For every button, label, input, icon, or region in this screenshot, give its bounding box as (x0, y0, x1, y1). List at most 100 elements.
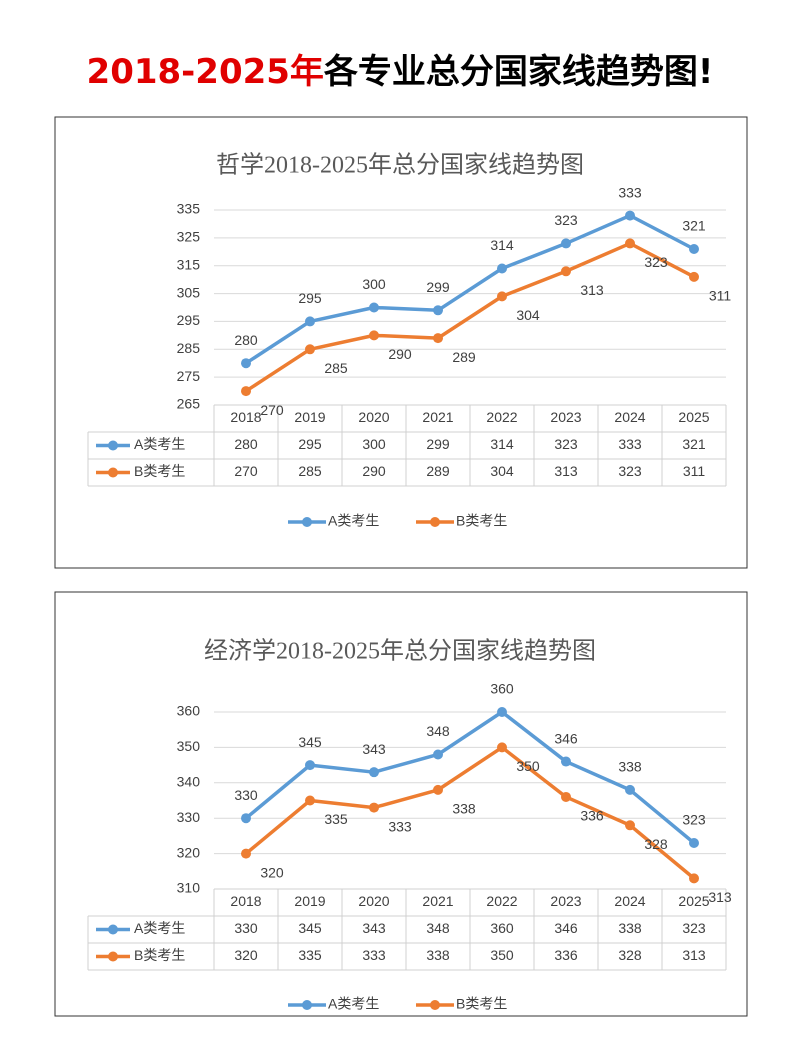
y-tick-label: 350 (177, 738, 201, 754)
table-cell: 289 (426, 463, 450, 479)
data-label: 348 (426, 723, 450, 739)
data-point (625, 784, 635, 795)
y-tick-label: 295 (177, 312, 201, 328)
x-tick-label: 2018 (230, 893, 261, 909)
table-cell: 338 (618, 920, 642, 936)
data-point (433, 784, 443, 795)
data-point (561, 756, 571, 767)
table-cell: 311 (683, 463, 706, 479)
legend-key (302, 517, 312, 527)
y-tick-label: 265 (177, 396, 201, 412)
data-label: 280 (234, 332, 258, 348)
data-label: 321 (682, 218, 706, 234)
title-highlight: 2018-2025年 (86, 52, 324, 92)
data-point (369, 767, 379, 778)
table-cell: 323 (618, 463, 642, 479)
y-tick-label: 275 (177, 368, 201, 384)
x-tick-label: 2018 (230, 409, 261, 425)
y-tick-label: 325 (177, 229, 201, 245)
data-label: 360 (490, 681, 514, 697)
table-cell: 345 (298, 920, 322, 936)
data-label: 333 (388, 818, 412, 834)
table-cell: 299 (426, 436, 450, 452)
x-tick-label: 2025 (678, 409, 709, 425)
y-tick-label: 315 (177, 256, 201, 272)
series-line (244, 710, 696, 845)
table-cell: 323 (554, 436, 578, 452)
legend-label: A类考生 (328, 996, 379, 1012)
series-line (244, 745, 696, 880)
data-label: 313 (580, 282, 604, 298)
title-rest: 各专业总分国家线趋势图! (323, 52, 714, 92)
table-row-header: A类考生 (134, 920, 185, 936)
data-label: 295 (298, 290, 322, 306)
x-tick-label: 2022 (486, 893, 517, 909)
data-label: 285 (324, 360, 348, 376)
data-point (689, 244, 699, 254)
data-label: 290 (388, 346, 412, 362)
x-tick-label: 2019 (294, 409, 325, 425)
x-tick-label: 2023 (550, 409, 581, 425)
data-point (497, 291, 507, 302)
data-point (625, 238, 635, 249)
data-point (625, 210, 635, 221)
y-tick-label: 330 (177, 809, 201, 825)
chart-title: 经济学2018-2025年总分国家线趋势图 (204, 638, 596, 665)
legend-label: B类考生 (456, 996, 507, 1012)
y-tick-label: 320 (177, 844, 201, 860)
table-cell: 280 (234, 436, 258, 452)
series-line (245, 241, 695, 393)
table-cell: 320 (234, 947, 258, 963)
data-point (241, 813, 251, 824)
x-tick-label: 2023 (550, 893, 581, 909)
data-label: 333 (618, 184, 642, 200)
x-tick-label: 2024 (614, 893, 645, 909)
table-cell: 338 (426, 947, 450, 963)
table-cell: 333 (618, 436, 642, 452)
table-cell: 350 (490, 947, 514, 963)
data-label: 311 (709, 288, 732, 304)
y-tick-label: 335 (177, 201, 201, 217)
data-label: 299 (426, 279, 450, 295)
data-point (369, 330, 379, 341)
table-cell: 360 (490, 920, 514, 936)
table-cell: 321 (682, 436, 706, 452)
data-label: 336 (580, 808, 604, 824)
data-point (433, 305, 443, 316)
data-label: 343 (362, 741, 386, 757)
data-label: 346 (554, 730, 578, 746)
data-label: 335 (324, 811, 348, 827)
data-point (433, 333, 443, 344)
chart-frame (54, 116, 748, 569)
table-cell: 348 (426, 920, 450, 936)
table-row-header: B类考生 (134, 947, 185, 963)
x-tick-label: 2024 (614, 409, 645, 425)
data-label: 304 (516, 307, 540, 323)
table-cell: 330 (234, 920, 258, 936)
legend-label: B类考生 (456, 513, 507, 529)
x-tick-label: 2022 (486, 409, 517, 425)
data-label: 323 (554, 212, 578, 228)
data-label: 320 (260, 864, 284, 880)
x-tick-label: 2021 (422, 893, 453, 909)
chart-frame (54, 591, 748, 1017)
data-point (241, 848, 251, 859)
table-cell: 335 (298, 947, 322, 963)
data-label: 323 (682, 812, 706, 828)
table-legend-key (108, 924, 118, 935)
data-point (497, 263, 507, 274)
data-label: 313 (708, 889, 732, 905)
table-cell: 313 (682, 947, 706, 963)
table-cell: 323 (682, 920, 706, 936)
data-label: 350 (516, 758, 540, 774)
page-title: 2018-2025年各专业总分国家线趋势图! (0, 44, 800, 93)
table-legend-key (108, 467, 118, 478)
table-cell: 285 (298, 463, 322, 479)
table-row-header: A类考生 (134, 436, 185, 452)
data-label: 270 (260, 402, 284, 418)
data-label: 338 (618, 759, 642, 775)
data-point (305, 795, 315, 806)
table-row-header: B类考生 (134, 463, 185, 479)
x-tick-label: 2025 (678, 893, 709, 909)
data-point (689, 873, 699, 884)
